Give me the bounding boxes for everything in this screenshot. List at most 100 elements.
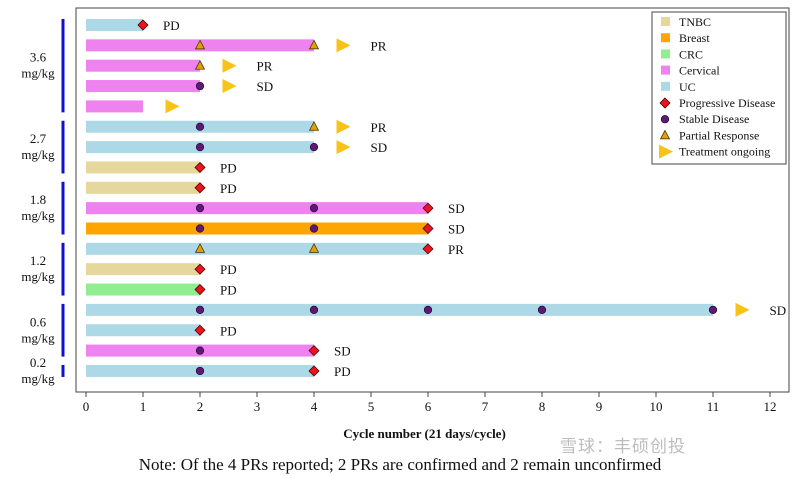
stable-disease-marker <box>309 224 319 233</box>
partial-response-marker <box>308 243 320 253</box>
stable-disease-marker <box>537 305 547 315</box>
legend-label: UC <box>679 80 696 94</box>
response-label: PR <box>257 59 273 74</box>
patient-bar <box>86 19 143 31</box>
progressive-disease-marker <box>194 324 206 336</box>
progressive-disease-marker <box>422 243 434 255</box>
progressive-disease-marker <box>194 263 206 275</box>
treatment-ongoing-arrow <box>735 302 750 317</box>
treatment-ongoing-arrow <box>222 79 237 94</box>
legend-swatch <box>661 33 670 43</box>
stable-disease-marker <box>195 224 205 233</box>
stable-disease-marker <box>708 305 718 315</box>
x-tick-label: 10 <box>650 399 663 414</box>
legend-swatch <box>661 65 670 75</box>
response-label: SD <box>448 201 465 216</box>
dose-label: 1.2 <box>30 253 46 268</box>
stable-disease-marker <box>195 81 205 91</box>
response-label: PD <box>220 181 237 196</box>
x-tick-label: 3 <box>254 399 261 414</box>
dose-unit: mg/kg <box>21 147 55 162</box>
response-label: PR <box>448 242 464 257</box>
progressive-disease-marker <box>659 97 671 109</box>
progressive-disease-marker <box>422 202 434 214</box>
x-tick-label: 4 <box>311 399 318 414</box>
response-label: PR <box>371 38 387 53</box>
partial-response-marker <box>194 39 206 50</box>
legend-swatch <box>661 49 670 59</box>
legend-label: Breast <box>679 31 710 45</box>
patient-bar <box>86 80 200 93</box>
progressive-disease-marker <box>194 161 206 174</box>
response-label: PD <box>220 262 237 277</box>
progressive-disease-marker <box>308 365 320 377</box>
stable-disease-marker <box>195 204 205 213</box>
dose-label: 0.2 <box>30 355 46 370</box>
legend-label: CRC <box>679 47 703 61</box>
x-tick-label: 0 <box>83 399 90 414</box>
patient-bar <box>86 161 200 174</box>
x-tick-label: 11 <box>707 399 720 414</box>
response-label: PD <box>163 18 180 33</box>
stable-disease-marker <box>195 122 205 131</box>
legend-box <box>651 11 787 165</box>
legend-label: Treatment ongoing <box>679 145 770 159</box>
dose-unit: mg/kg <box>21 371 55 386</box>
patient-bar <box>86 263 200 276</box>
legend-swatch <box>661 81 670 91</box>
stable-disease-marker <box>423 305 433 315</box>
stable-disease-marker <box>660 115 670 124</box>
legend-label: TNBC <box>679 15 711 29</box>
progressive-disease-marker <box>194 182 206 194</box>
response-label: PD <box>220 323 237 338</box>
legend-label: Partial Response <box>679 128 759 142</box>
response-label: PD <box>334 364 351 379</box>
treatment-ongoing-arrow <box>222 58 237 73</box>
patient-bar <box>86 303 713 316</box>
stable-disease-marker <box>195 366 205 376</box>
response-label: SD <box>334 344 351 359</box>
patient-bar <box>86 181 200 194</box>
dose-label: 1.8 <box>30 192 46 207</box>
legend-swatch <box>661 17 670 26</box>
patient-bar <box>86 324 200 337</box>
legend-label: Stable Disease <box>679 112 749 126</box>
treatment-ongoing-arrow <box>659 144 673 159</box>
response-label: SD <box>448 222 465 237</box>
treatment-ongoing-arrow <box>336 119 351 134</box>
x-tick-label: 6 <box>425 399 432 414</box>
plot-frame <box>75 7 790 393</box>
patient-bar <box>86 59 200 72</box>
dose-unit: mg/kg <box>21 208 55 223</box>
x-tick-label: 2 <box>197 399 204 414</box>
patient-bar <box>86 283 200 296</box>
x-tick-label: 9 <box>596 399 603 414</box>
progressive-disease-marker <box>194 283 206 296</box>
partial-response-marker <box>659 129 671 140</box>
dose-label: 0.6 <box>30 314 47 329</box>
x-axis-title: Cycle number (21 days/cycle) <box>343 426 506 441</box>
response-label: PD <box>220 283 237 298</box>
patient-bar <box>86 242 428 255</box>
progressive-disease-marker <box>422 222 434 235</box>
stable-disease-marker <box>195 346 205 355</box>
response-label: PD <box>220 160 237 175</box>
partial-response-marker <box>194 59 206 70</box>
response-label: SD <box>770 303 787 318</box>
response-label: PR <box>371 120 387 135</box>
patient-bar <box>86 222 428 235</box>
patient-bar <box>86 202 428 215</box>
stable-disease-marker <box>309 204 319 213</box>
legend-label: Cervical <box>679 64 720 78</box>
legend-label: Progressive Disease <box>679 96 775 110</box>
x-tick-label: 7 <box>482 399 489 414</box>
stable-disease-marker <box>195 143 205 152</box>
treatment-ongoing-arrow <box>336 38 351 53</box>
stable-disease-marker <box>195 305 205 315</box>
dose-label: 3.6 <box>30 50 47 65</box>
dose-unit: mg/kg <box>21 269 55 284</box>
response-label: SD <box>371 140 388 155</box>
stable-disease-marker <box>309 305 319 315</box>
watermark: 雪球：丰硕创投 <box>560 437 686 457</box>
